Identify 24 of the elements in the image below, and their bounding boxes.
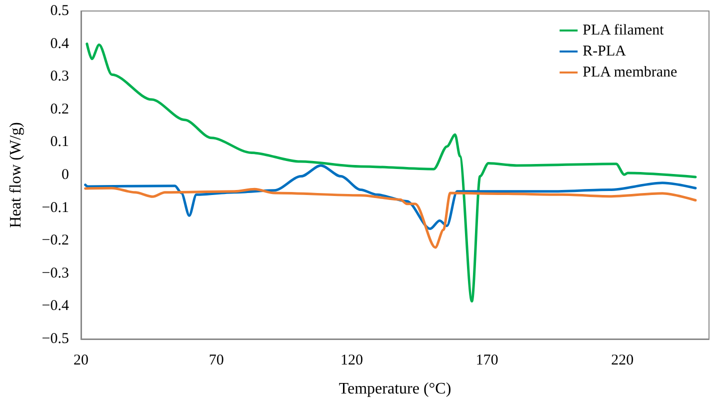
y-tick-label: 0.3	[50, 68, 69, 85]
y-tick-label: 0.5	[50, 3, 69, 19]
y-tick-label: −0.2	[42, 232, 69, 249]
x-tick-label: 120	[340, 352, 363, 368]
x-tick-label: 70	[208, 352, 224, 368]
x-tick-label: 20	[74, 352, 88, 368]
y-tick-label: −0.4	[42, 298, 70, 314]
y-tick-label: 0.1	[50, 134, 69, 150]
legend-label: PLA filament	[582, 22, 665, 38]
x-tick-label: 170	[476, 352, 498, 368]
y-tick-label: −0.5	[42, 331, 69, 347]
y-tick-label: 0.4	[50, 36, 70, 52]
legend-label: R-PLA	[582, 44, 626, 60]
line-series	[84, 186, 697, 249]
y-tick-label: 0.2	[50, 101, 69, 118]
legend-label: PLA membrane	[582, 64, 678, 80]
y-tick-label: −0.1	[42, 200, 69, 216]
y-tick-label: 0	[62, 167, 69, 183]
y-axis-title: Heat flow (W/g)	[8, 122, 24, 228]
y-tick-label: −0.3	[42, 265, 69, 282]
line-series	[86, 42, 697, 303]
line-series	[84, 164, 697, 230]
x-axis-title: Temperature (°C)	[338, 380, 452, 398]
x-tick-label: 220	[611, 352, 634, 368]
